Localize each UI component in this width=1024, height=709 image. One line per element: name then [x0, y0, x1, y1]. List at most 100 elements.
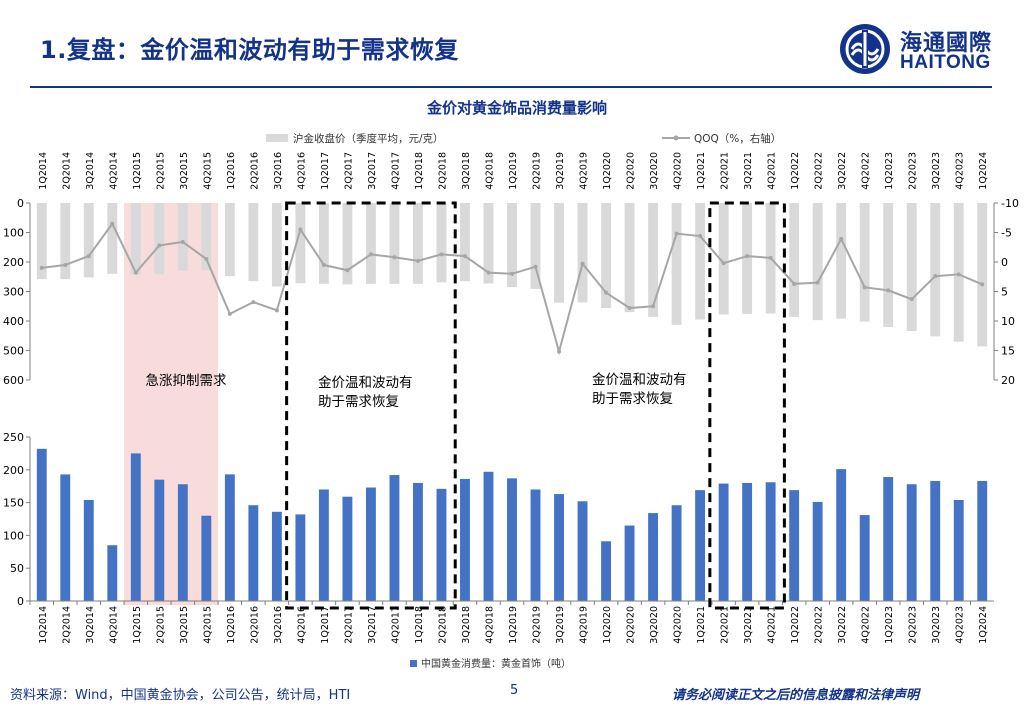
gold-price-bar	[248, 203, 259, 282]
top-x-tick-label: 3Q2014	[85, 152, 96, 190]
jewelry-consumption-bar	[483, 471, 494, 601]
bottom-x-tick-label: 4Q2023	[955, 606, 966, 644]
top-right-tick-label: 10	[1001, 315, 1015, 328]
qoq-point	[933, 274, 938, 279]
top-x-tick-label: 3Q2018	[461, 152, 472, 190]
dashed-box-2021	[708, 201, 786, 610]
gold-price-bar	[460, 203, 470, 282]
legend-price-swatch	[266, 134, 288, 142]
legend-qoq-marker	[673, 135, 679, 141]
bottom-x-tick-label: 4Q2020	[673, 606, 684, 644]
title-divider	[30, 86, 992, 88]
gold-jewelry-chart: 金价对黄金饰品消费量影响 0100200300400500600-10-5051…	[3, 99, 1019, 670]
footer-legal-notice: 请务必阅读正文之后的信息披露和法律声明	[672, 688, 920, 703]
page-title: 1.复盘：金价温和波动有助于需求恢复	[40, 36, 459, 64]
jewelry-consumption-bar	[671, 505, 682, 601]
jewelry-consumption-bar	[859, 515, 870, 601]
top-right-tick-label: -10	[1001, 197, 1019, 210]
qoq-point	[580, 261, 585, 266]
qoq-point	[557, 349, 562, 354]
gold-price-bar	[177, 203, 188, 271]
gold-price-bar	[271, 203, 282, 287]
top-right-tick-label: -5	[1001, 227, 1012, 240]
qoq-point	[909, 297, 914, 302]
qoq-point	[204, 257, 209, 262]
gold-price-bar	[789, 203, 800, 317]
gold-price-bar	[977, 203, 988, 347]
jewelry-consumption-bar	[177, 484, 188, 601]
bottom-x-tick-label: 2Q2022	[814, 606, 825, 644]
top-left-tick-label: 500	[3, 345, 24, 358]
legend-consumption-label: 中国黄金消费量：黄金首饰（吨）	[421, 657, 571, 670]
qoq-point	[862, 285, 867, 290]
qoq-point	[392, 255, 397, 260]
top-x-tick-label: 2Q2020	[626, 152, 637, 190]
gold-price-bar	[342, 203, 353, 285]
bottom-x-tick-label: 2Q2015	[155, 606, 166, 644]
gold-price-bar	[624, 203, 635, 313]
qoq-point	[627, 306, 632, 311]
top-x-tick-label: 4Q2022	[861, 152, 872, 190]
gold-price-bar	[953, 203, 964, 342]
qoq-point	[415, 258, 420, 263]
top-left-tick-label: 400	[3, 315, 24, 328]
bottom-x-tick-label: 1Q2016	[226, 606, 237, 644]
annotation-box1-line2: 助于需求恢复	[318, 393, 399, 410]
gold-price-bar	[365, 203, 376, 284]
qoq-point	[345, 268, 350, 273]
top-x-tick-label: 2Q2019	[532, 152, 543, 190]
jewelry-consumption-bar	[60, 474, 71, 601]
top-x-tick-label: 2Q2016	[249, 152, 260, 190]
jewelry-consumption-bar	[836, 469, 847, 601]
top-left-tick-label: 0	[17, 197, 24, 210]
legend-consumption-swatch	[410, 660, 417, 667]
top-x-tick-label: 4Q2018	[484, 152, 495, 190]
annotation-rapid-rise: 急涨抑制需求	[146, 373, 227, 389]
bottom-x-tick-label: 2Q2017	[343, 606, 354, 644]
jewelry-consumption-bar	[436, 488, 447, 601]
jewelry-consumption-bar	[695, 490, 706, 601]
top-x-tick-label: 3Q2023	[931, 152, 942, 190]
footer-source: 资料来源：Wind，中国黄金协会，公司公告，统计局，HTI	[10, 688, 351, 703]
top-x-tick-label: 4Q2015	[202, 152, 213, 190]
jewelry-consumption-bar	[318, 489, 329, 601]
qoq-point	[251, 300, 256, 305]
bottom-y-tick-label: 50	[10, 562, 24, 575]
top-right-tick-label: 20	[1001, 374, 1015, 387]
top-x-tick-label: 4Q2020	[673, 152, 684, 190]
page-number: 5	[510, 683, 519, 698]
bottom-x-tick-label: 1Q2014	[38, 606, 49, 644]
jewelry-consumption-bar	[154, 479, 165, 601]
jewelry-consumption-bar	[883, 477, 894, 601]
qoq-point	[839, 236, 844, 241]
bottom-x-tick-label: 1Q2019	[508, 606, 519, 644]
bottom-y-tick-label: 100	[3, 529, 24, 542]
gold-price-bar	[295, 203, 306, 284]
bottom-x-tick-label: 1Q2023	[884, 606, 895, 644]
qoq-point	[886, 288, 891, 293]
top-x-tick-label: 2Q2017	[343, 152, 354, 190]
gold-price-bar	[695, 203, 706, 320]
chart-title: 金价对黄金饰品消费量影响	[426, 99, 607, 117]
top-x-tick-label: 3Q2022	[837, 152, 848, 190]
annotation-box1-line1: 金价温和波动有	[318, 375, 413, 391]
top-x-tick-label: 2Q2023	[908, 152, 919, 190]
gold-price-bar	[130, 203, 141, 275]
top-x-tick-label: 1Q2022	[790, 152, 801, 190]
bottom-x-tick-label: 1Q2024	[978, 606, 989, 644]
top-right-tick-label: 5	[1001, 286, 1008, 299]
jewelry-consumption-bar	[130, 453, 141, 601]
qoq-point	[956, 272, 961, 277]
bottom-y-tick-label: 200	[3, 464, 24, 477]
qoq-point	[39, 265, 44, 270]
top-x-tick-label: 1Q2021	[696, 152, 707, 190]
jewelry-consumption-bar	[530, 489, 541, 601]
qoq-point	[133, 270, 138, 275]
qoq-point	[721, 261, 726, 266]
gold-price-bar	[859, 203, 870, 322]
qoq-point	[533, 264, 538, 269]
gold-price-bar	[718, 203, 729, 315]
jewelry-consumption-bar	[930, 480, 941, 601]
top-x-tick-label: 4Q2014	[108, 152, 119, 190]
top-right-tick-label: 0	[1001, 256, 1008, 269]
